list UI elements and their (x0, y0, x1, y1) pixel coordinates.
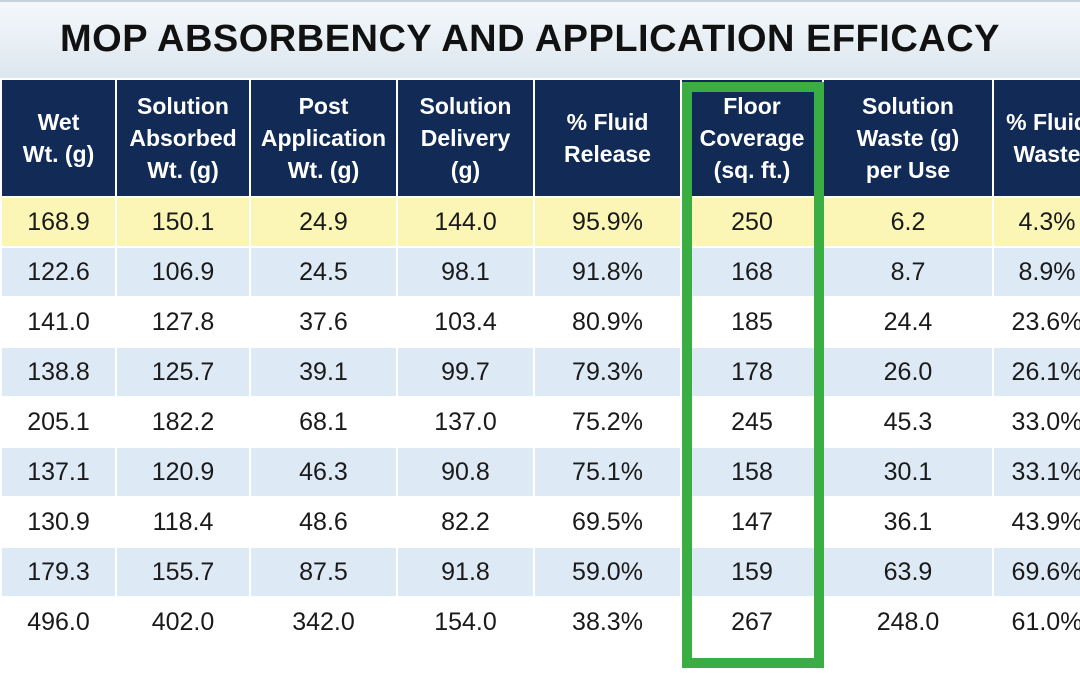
table-cell: 38.3% (535, 598, 680, 646)
table-cell: 95.9% (535, 198, 680, 246)
table-cell: 75.2% (535, 398, 680, 446)
table-cell: 120.9 (117, 448, 249, 496)
table-cell: 36.1 (824, 498, 992, 546)
table-cell: 80.9% (535, 298, 680, 346)
table-cell: 137.1 (2, 448, 115, 496)
table-cell: 127.8 (117, 298, 249, 346)
table-cell: 99.7 (398, 348, 533, 396)
column-header-post-application-wt-g: Post Application Wt. (g) (251, 80, 396, 196)
table-cell: 168 (682, 248, 822, 296)
page-title: MOP ABSORBENCY AND APPLICATION EFFICACY (60, 17, 1000, 60)
table-cell: 168.9 (2, 198, 115, 246)
table-cell: 185 (682, 298, 822, 346)
table-cell: 63.9 (824, 548, 992, 596)
table-cell: 82.2 (398, 498, 533, 546)
table-cell: 24.5 (251, 248, 396, 296)
table-cell: 267 (682, 598, 822, 646)
table-cell: 130.9 (2, 498, 115, 546)
table-cell: 39.1 (251, 348, 396, 396)
column-header-floor-coverage-sq-ft: Floor Coverage (sq. ft.) (682, 80, 822, 196)
column-header-fluid-waste: % Fluid Waste (994, 80, 1080, 196)
table-cell: 75.1% (535, 448, 680, 496)
table-cell: 26.0 (824, 348, 992, 396)
table-cell: 182.2 (117, 398, 249, 446)
data-table: Wet Wt. (g) Solution Absorbed Wt. (g) Post… (0, 78, 1080, 648)
table-cell: 179.3 (2, 548, 115, 596)
table-cell: 48.6 (251, 498, 396, 546)
table-cell: 245 (682, 398, 822, 446)
table-cell: 24.9 (251, 198, 396, 246)
table-cell: 30.1 (824, 448, 992, 496)
table-cell: 69.6% (994, 548, 1080, 596)
table-cell: 118.4 (117, 498, 249, 546)
table-cell: 342.0 (251, 598, 396, 646)
table-cell: 23.6% (994, 298, 1080, 346)
table-cell: 33.1% (994, 448, 1080, 496)
table-cell: 496.0 (2, 598, 115, 646)
table-cell: 141.0 (2, 298, 115, 346)
table-cell: 87.5 (251, 548, 396, 596)
table-cell: 155.7 (117, 548, 249, 596)
table-cell: 106.9 (117, 248, 249, 296)
table-cell: 79.3% (535, 348, 680, 396)
table-cell: 69.5% (535, 498, 680, 546)
column-header-wet-wt-g: Wet Wt. (g) (2, 80, 115, 196)
table-cell: 159 (682, 548, 822, 596)
table-cell: 61.0% (994, 598, 1080, 646)
table-cell: 43.9% (994, 498, 1080, 546)
table-cell: 24.4 (824, 298, 992, 346)
table-cell: 154.0 (398, 598, 533, 646)
table-cell: 122.6 (2, 248, 115, 296)
table-cell: 138.8 (2, 348, 115, 396)
table-cell: 6.2 (824, 198, 992, 246)
table-cell: 158 (682, 448, 822, 496)
table-cell: 59.0% (535, 548, 680, 596)
table-cell: 26.1% (994, 348, 1080, 396)
table-cell: 150.1 (117, 198, 249, 246)
table-cell: 46.3 (251, 448, 396, 496)
table-cell: 8.9% (994, 248, 1080, 296)
title-bar (0, 0, 1080, 78)
table-cell: 402.0 (117, 598, 249, 646)
table-cell: 103.4 (398, 298, 533, 346)
table-cell: 248.0 (824, 598, 992, 646)
table-cell: 68.1 (251, 398, 396, 446)
table-cell: 147 (682, 498, 822, 546)
table-cell: 178 (682, 348, 822, 396)
column-header-solution-delivery-g: Solution Delivery (g) (398, 80, 533, 196)
column-header-solution-absorbed-wt-g: Solution Absorbed Wt. (g) (117, 80, 249, 196)
table-cell: 33.0% (994, 398, 1080, 446)
table-cell: 8.7 (824, 248, 992, 296)
column-header-solution-waste-g-per-use: Solution Waste (g) per Use (824, 80, 992, 196)
table-cell: 205.1 (2, 398, 115, 446)
table-cell: 98.1 (398, 248, 533, 296)
table-cell: 45.3 (824, 398, 992, 446)
table-cell: 90.8 (398, 448, 533, 496)
table-cell: 91.8% (535, 248, 680, 296)
column-header-fluid-release: % Fluid Release (535, 80, 680, 196)
table-cell: 37.6 (251, 298, 396, 346)
table-cell: 144.0 (398, 198, 533, 246)
table-cell: 125.7 (117, 348, 249, 396)
table-cell: 91.8 (398, 548, 533, 596)
table-cell: 137.0 (398, 398, 533, 446)
table-cell: 4.3% (994, 198, 1080, 246)
table-cell: 250 (682, 198, 822, 246)
